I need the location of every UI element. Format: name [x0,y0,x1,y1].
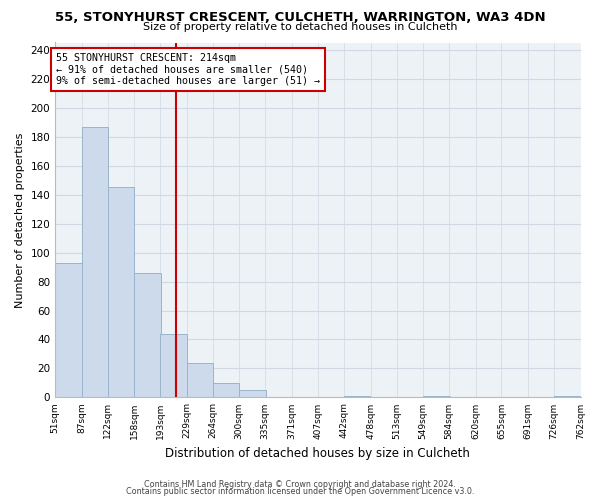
Bar [213,383,239,398]
Text: 55, STONYHURST CRESCENT, CULCHETH, WARRINGTON, WA3 4DN: 55, STONYHURST CRESCENT, CULCHETH, WARRI… [55,11,545,24]
Text: 55 STONYHURST CRESCENT: 214sqm
← 91% of detached houses are smaller (540)
9% of : 55 STONYHURST CRESCENT: 214sqm ← 91% of … [56,52,320,86]
Bar [239,390,266,398]
Bar [160,334,187,398]
Text: Contains HM Land Registry data © Crown copyright and database right 2024.: Contains HM Land Registry data © Crown c… [144,480,456,489]
Bar [424,396,449,398]
Bar [344,396,370,398]
Bar [187,362,213,398]
X-axis label: Distribution of detached houses by size in Culcheth: Distribution of detached houses by size … [166,447,470,460]
Bar [82,126,108,398]
Y-axis label: Number of detached properties: Number of detached properties [15,132,25,308]
Text: Size of property relative to detached houses in Culcheth: Size of property relative to detached ho… [143,22,457,32]
Bar [554,396,580,398]
Bar [134,273,161,398]
Text: Contains public sector information licensed under the Open Government Licence v3: Contains public sector information licen… [126,487,474,496]
Bar [108,188,134,398]
Bar [55,262,82,398]
